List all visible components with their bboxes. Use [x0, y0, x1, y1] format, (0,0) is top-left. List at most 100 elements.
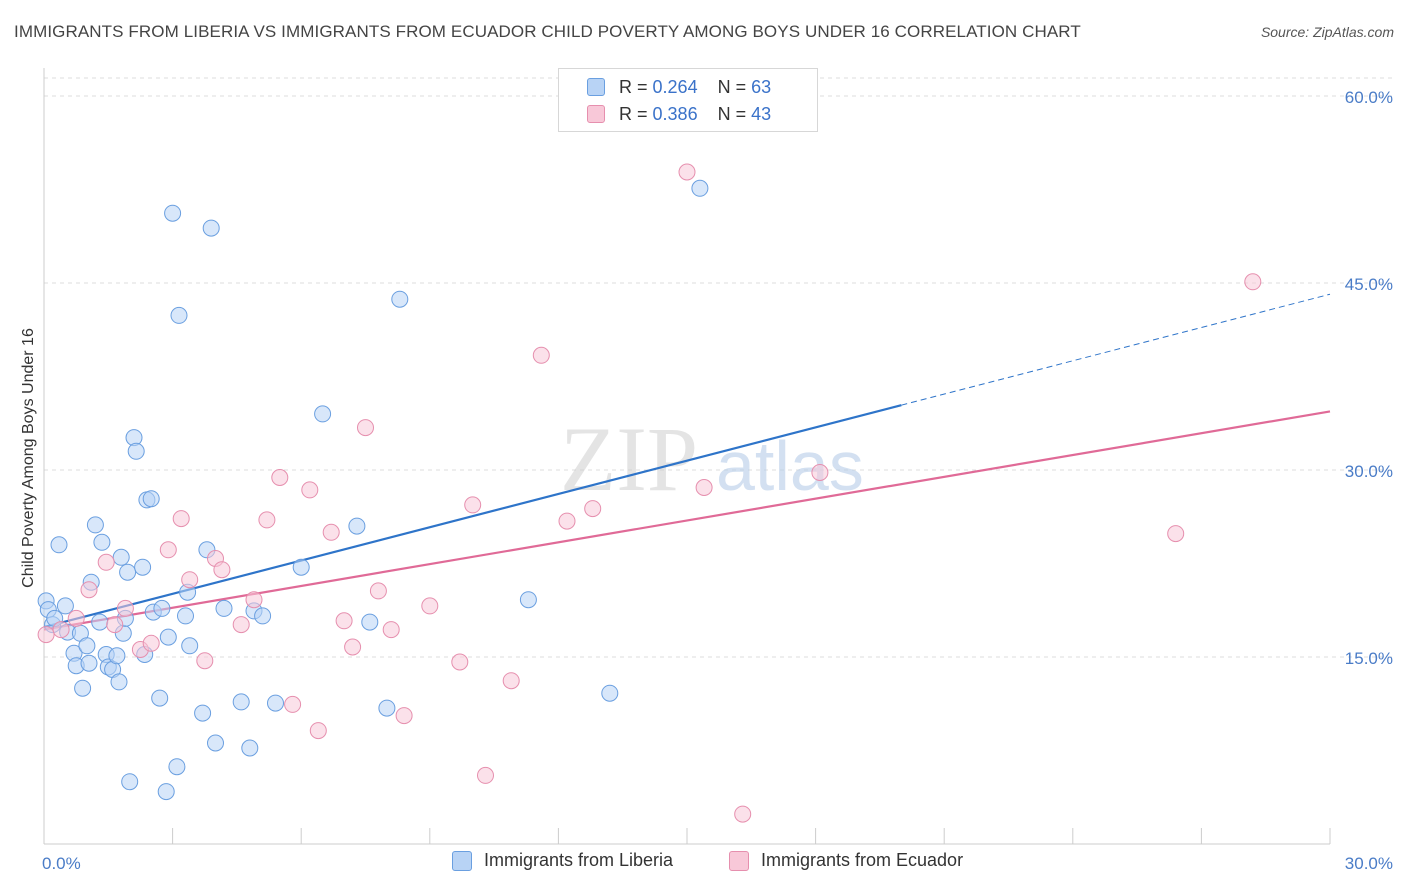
y-tick-label: 30.0% — [1345, 462, 1393, 481]
liberia-point — [121, 773, 139, 791]
ecuador-point — [37, 626, 55, 644]
liberia-trend-extension — [901, 293, 1331, 406]
ecuador-point — [678, 163, 696, 181]
ecuador-point — [395, 707, 413, 725]
gridlines — [44, 77, 1392, 658]
ecuador-point — [258, 511, 276, 529]
ecuador-point — [464, 496, 482, 514]
ecuador-point — [196, 652, 214, 670]
ecuador-point — [532, 346, 550, 364]
ecuador-point — [477, 766, 494, 784]
liberia-point — [119, 563, 137, 581]
ecuador-point — [301, 481, 319, 499]
liberia-point — [112, 548, 130, 566]
r-label: R = — [619, 76, 648, 97]
liberia-point — [127, 442, 145, 460]
ecuador-point — [322, 523, 340, 541]
ecuador-point — [271, 469, 289, 486]
liberia-point — [207, 734, 224, 752]
r-label: R = — [619, 103, 648, 124]
ecuador-point — [213, 561, 231, 579]
liberia-point — [74, 679, 92, 697]
n-value: 63 — [751, 76, 772, 97]
liberia-point — [232, 693, 250, 711]
chart-source: Source: ZipAtlas.com — [1260, 24, 1394, 40]
ecuador-point — [695, 479, 713, 496]
ecuador-point — [142, 634, 160, 652]
liberia-point — [202, 219, 220, 237]
ecuador-point — [309, 722, 327, 740]
legend-item-ecuador[interactable]: Immigrants from Ecuador — [729, 850, 963, 871]
legend-item-liberia[interactable]: Immigrants from Liberia — [452, 850, 673, 871]
liberia-trend-line — [43, 404, 902, 629]
n-label: N = — [717, 76, 747, 97]
liberia-point — [159, 628, 177, 646]
liberia-point — [378, 699, 396, 717]
ecuador-point — [369, 582, 387, 600]
liberia-point — [254, 607, 272, 625]
ecuador-point — [159, 541, 177, 559]
chart-title: IMMIGRANTS FROM LIBERIA VS IMMIGRANTS FR… — [14, 22, 1081, 41]
liberia-point — [177, 607, 194, 625]
liberia-point — [151, 689, 169, 707]
x-tick-label: 0.0% — [42, 854, 81, 873]
ecuador-point — [80, 581, 98, 599]
ecuador-point — [97, 553, 115, 571]
ecuador-point — [344, 638, 362, 656]
ecuador-point — [116, 599, 134, 617]
tick-labels: 15.0% 30.0% 45.0% 60.0% 0.0% 30.0% — [42, 88, 1393, 873]
liberia-point — [134, 558, 152, 576]
liberia-point — [110, 673, 128, 691]
ecuador-point — [502, 672, 520, 690]
ecuador-point — [451, 653, 469, 671]
liberia-point — [241, 739, 259, 757]
ecuador-point — [106, 616, 124, 634]
liberia-point — [91, 613, 109, 631]
legend-label: Immigrants from Liberia — [484, 850, 674, 870]
liberia-point — [164, 204, 182, 222]
ecuador-swatch — [729, 850, 749, 871]
ecuador-point — [335, 612, 353, 630]
liberia-point — [314, 405, 332, 423]
liberia-point — [361, 613, 379, 631]
y-tick-label: 45.0% — [1345, 275, 1393, 294]
liberia-point — [194, 704, 212, 722]
liberia-swatch — [587, 78, 605, 96]
ecuador-point — [232, 616, 250, 634]
liberia-point — [170, 306, 188, 324]
ecuador-point — [181, 571, 199, 589]
liberia-point — [157, 783, 175, 801]
watermark: ZIP atlas — [560, 408, 864, 510]
watermark-atlas: atlas — [716, 427, 864, 505]
liberia-point — [86, 516, 104, 534]
correlation-legend: R = 0.264 N = 63 R = 0.386 N = 43 — [558, 68, 818, 132]
ecuador-point — [734, 805, 752, 823]
liberia-point — [153, 599, 171, 617]
x-tick-label: 30.0% — [1345, 854, 1393, 873]
n-value: 43 — [751, 103, 772, 124]
liberia-point — [108, 647, 126, 665]
liberia-point — [292, 558, 310, 576]
y-tick-label: 60.0% — [1345, 88, 1393, 107]
y-axis-title: Child Poverty Among Boys Under 16 — [20, 328, 37, 588]
liberia-point — [519, 591, 537, 609]
ecuador-point — [245, 591, 263, 609]
ecuador-point — [172, 510, 190, 528]
liberia-point — [691, 179, 709, 197]
liberia-point — [50, 536, 68, 554]
liberia-point — [56, 597, 74, 615]
data-points — [37, 163, 1262, 823]
liberia-point — [348, 517, 366, 535]
liberia-point — [181, 637, 199, 655]
ecuador-point — [284, 695, 302, 713]
ecuador-point — [1244, 273, 1262, 291]
y-tick-label: 15.0% — [1345, 649, 1393, 668]
ecuador-point — [584, 500, 602, 518]
ecuador-point — [52, 621, 70, 639]
ecuador-point — [382, 621, 400, 639]
n-label: N = — [717, 103, 747, 124]
liberia-point — [601, 684, 619, 702]
ecuador-point — [811, 464, 829, 481]
ecuador-point — [67, 609, 85, 627]
